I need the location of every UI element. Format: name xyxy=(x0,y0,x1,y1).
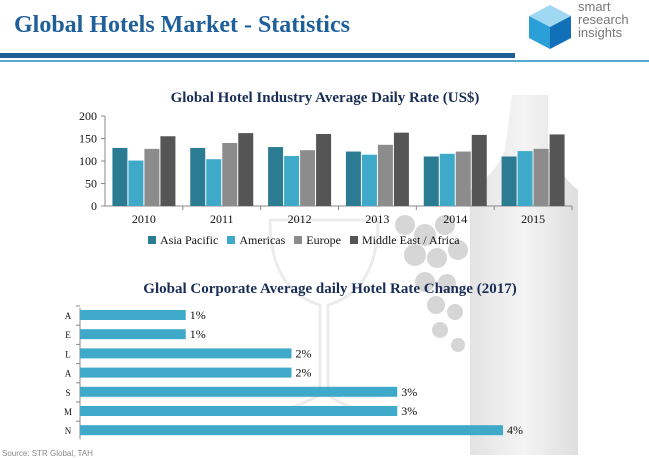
chart1-bar xyxy=(284,156,300,206)
chart1-bar xyxy=(300,150,316,206)
chart1-legend-item: Asia Pacific xyxy=(148,233,218,248)
chart1-x-tick-label: 2014 xyxy=(443,212,467,226)
chart1-bar xyxy=(361,154,377,206)
title-rule-dark xyxy=(0,53,515,58)
chart2-value-label: 2% xyxy=(296,346,312,360)
chart2-bar xyxy=(80,406,398,416)
chart1-bar xyxy=(533,148,549,206)
chart2-category-label: E xyxy=(65,330,71,340)
chart1-legend-swatch xyxy=(294,236,303,244)
slide-title: Global Hotels Market - Statistics xyxy=(14,12,350,38)
logo-line-2: research xyxy=(578,12,629,27)
chart2-bar xyxy=(80,310,186,320)
chart2-bar xyxy=(80,367,292,378)
chart1-bar xyxy=(393,132,409,206)
chart1-legend-swatch xyxy=(227,236,236,244)
chart1-bar xyxy=(128,160,144,206)
chart2-bar xyxy=(80,386,398,397)
chart1-legend-swatch xyxy=(349,236,358,244)
chart1-legend: Asia Pacific Americas Europe Middle East / … xyxy=(148,233,469,248)
chart1-x-tick-label: 2015 xyxy=(521,212,545,226)
chart2-bar xyxy=(80,425,503,436)
chart2-category-label: N xyxy=(65,426,72,436)
chart1-bar xyxy=(316,134,332,206)
chart1-bar xyxy=(238,133,254,206)
chart1-x-tick-label: 2010 xyxy=(132,212,156,226)
chart1-y-tick-label: 50 xyxy=(85,177,97,191)
chart2-category-label: S xyxy=(65,388,70,398)
chart2-value-label: 4% xyxy=(507,423,523,437)
chart1-bar xyxy=(455,151,471,206)
chart1-bar xyxy=(549,134,565,206)
chart2-category-label: A xyxy=(65,311,72,321)
chart1-bar xyxy=(377,144,393,206)
chart1-x-tick-label: 2012 xyxy=(288,212,312,226)
company-logo: smart research insights xyxy=(527,0,649,52)
chart1-bar xyxy=(439,153,455,206)
cube-logo-icon xyxy=(529,5,571,49)
chart1-title: Global Hotel Industry Average Daily Rate… xyxy=(170,90,480,106)
title-rule-light xyxy=(0,60,649,62)
chart2-category-label: A xyxy=(65,369,72,379)
chart2-value-label: 1% xyxy=(190,308,206,322)
chart1-bar xyxy=(206,159,222,206)
chart1-x-tick-label: 2011 xyxy=(210,212,234,226)
logo-line-3: insights xyxy=(578,25,623,40)
chart2-bar xyxy=(80,348,292,359)
chart1-legend-label: Europe xyxy=(306,233,341,247)
chart1-bar xyxy=(423,156,439,206)
chart1-bar xyxy=(160,136,176,206)
chart2-bar xyxy=(80,329,186,340)
chart1-bar xyxy=(517,151,533,206)
chart1-y-tick-label: 150 xyxy=(79,132,97,146)
logo-line-1: smart xyxy=(578,0,611,14)
chart2-category-label: M xyxy=(64,407,72,417)
logo-text: smart research insights xyxy=(578,0,629,39)
chart1-legend-label: Asia Pacific xyxy=(160,233,219,247)
chart2-title: Global Corporate Average daily Hotel Rat… xyxy=(143,281,517,297)
chart1-legend-label: Americas xyxy=(239,233,286,247)
chart1-legend-item: Americas xyxy=(227,233,285,248)
chart1-bar xyxy=(345,151,361,206)
chart1-bar xyxy=(471,134,487,206)
chart1-y-tick-label: 200 xyxy=(79,109,97,123)
chart1-legend-item: Middle East / Africa xyxy=(349,233,460,248)
chart2-category-label: L xyxy=(65,349,71,359)
chart1-legend-label: Middle East / Africa xyxy=(361,233,460,247)
chart1-legend-item: Europe xyxy=(294,233,341,248)
chart1-bar xyxy=(144,148,160,206)
chart1-x-tick-label: 2013 xyxy=(365,212,389,226)
chart2-value-label: 3% xyxy=(401,404,417,418)
chart1-bar xyxy=(501,156,517,206)
chart2-value-label: 1% xyxy=(190,327,206,341)
chart1-bar xyxy=(222,143,238,206)
source-note: Source: STR Global, TAH xyxy=(2,449,93,458)
chart1-y-tick-label: 100 xyxy=(79,154,97,168)
chart1-bar xyxy=(112,147,128,206)
chart1-legend-swatch xyxy=(148,236,156,244)
chart2-value-label: 2% xyxy=(296,366,312,380)
chart1-y-tick-label: 0 xyxy=(91,199,97,213)
chart2-value-label: 3% xyxy=(401,385,417,399)
chart1-bar xyxy=(268,147,284,206)
chart1-bar xyxy=(190,147,206,206)
